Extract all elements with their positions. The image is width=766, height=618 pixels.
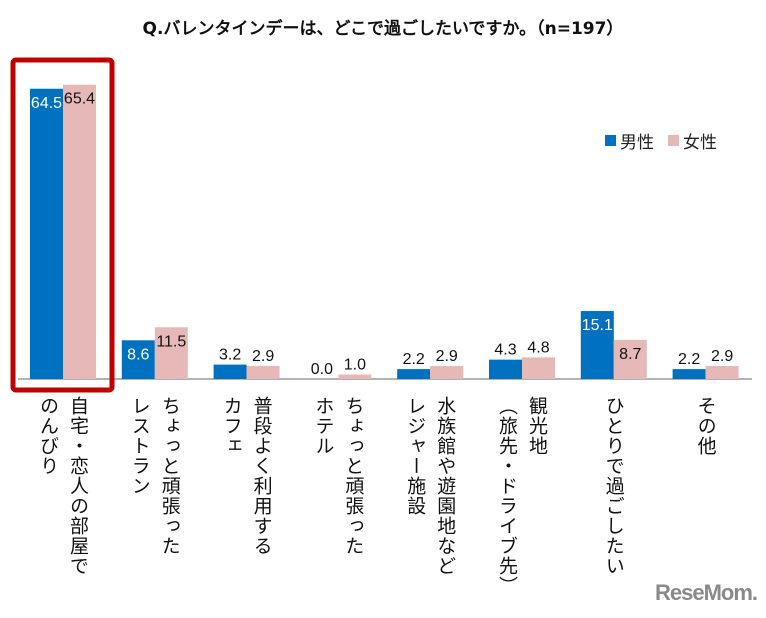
bar-female	[522, 357, 555, 379]
bar-male	[30, 88, 63, 379]
data-label: 2.2	[678, 351, 700, 368]
legend-item-female: 女性	[668, 128, 717, 153]
bar-female	[430, 365, 464, 379]
bar-male	[580, 311, 614, 379]
category-label: その他	[694, 396, 717, 456]
bar-male	[672, 369, 706, 379]
category-label: 自宅・恋人の部屋で のんびり	[37, 396, 89, 576]
category-label: 普段よく利用する カフェ	[220, 396, 273, 556]
bar-female	[613, 339, 647, 379]
bar-female	[246, 365, 280, 379]
bar-female	[154, 327, 188, 379]
data-label: 15.1	[582, 317, 613, 334]
data-label: 8.6	[127, 346, 149, 363]
data-label: 0.0	[311, 361, 333, 378]
data-label: 2.9	[711, 348, 733, 365]
legend-label-female: 女性	[683, 133, 717, 153]
bar-female	[63, 84, 96, 379]
data-label: 2.9	[436, 348, 458, 365]
legend-swatch-female	[668, 135, 679, 146]
category-label: 観光地 （旅先・ドライブ先）	[496, 396, 548, 596]
resemom-logo: ReseMom.	[655, 580, 758, 605]
category-label: ひとりで過ごしたい	[602, 396, 625, 576]
data-label: 2.2	[403, 351, 425, 368]
bar-male	[213, 364, 247, 379]
data-label: 11.5	[156, 333, 186, 350]
data-label: 8.7	[619, 346, 641, 363]
legend-swatch-male	[605, 135, 616, 146]
data-label: 3.2	[219, 347, 241, 364]
bar-female	[705, 365, 739, 379]
legend: 男性 女性	[605, 128, 717, 153]
legend-item-male: 男性	[605, 128, 654, 153]
data-label: 64.5	[31, 95, 62, 112]
highlight-box	[10, 57, 115, 393]
category-label: ちょっと頑張った レストラン	[128, 396, 181, 556]
legend-label-male: 男性	[620, 133, 654, 153]
data-label: 4.3	[494, 342, 516, 359]
data-label: 65.4	[64, 91, 95, 108]
bar-male	[397, 369, 431, 379]
chart-title: Q.バレンタインデーは、どこで過ごしたいですか。（n=197）	[142, 19, 624, 39]
bar-male	[489, 359, 522, 379]
bar-female	[338, 374, 372, 379]
data-label: 2.9	[252, 348, 274, 365]
data-label: 4.8	[527, 339, 549, 356]
category-label: ちょっと頑張った ホテル	[312, 396, 365, 556]
data-label: 1.0	[344, 357, 366, 374]
bar-male	[121, 340, 155, 379]
category-label: 水族館や遊園地など レジャー施設	[404, 396, 457, 576]
